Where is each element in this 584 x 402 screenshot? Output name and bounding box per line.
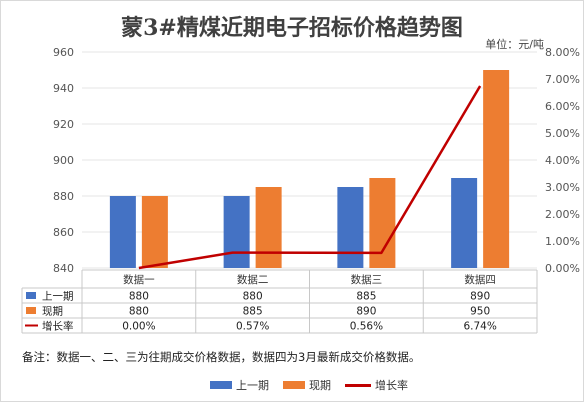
bar-prev [223,196,250,268]
table-cell: 880 [243,291,263,303]
table-category-header: 数据四 [464,273,496,286]
legend-swatch-curr [283,381,305,389]
table-cell: 880 [129,291,149,303]
legend-label-curr: 现期 [309,379,331,392]
right-axis-tick-label: 4.00% [545,154,580,167]
table-category-header: 数据二 [237,273,269,286]
right-axis-tick-label: 6.00% [545,100,580,113]
table-row-swatch [26,292,36,299]
bar-curr [255,187,282,268]
right-axis-tick-label: 2.00% [545,208,580,221]
right-axis-tick-label: 8.00% [545,46,580,59]
left-axis-tick-label: 960 [53,46,74,59]
bar-curr [141,196,168,268]
unit-label: 单位：元/吨 [485,38,544,51]
right-axis-tick-label: 1.00% [545,235,580,248]
table-row-label: 上一期 [42,291,74,303]
table-cell: 890 [470,291,490,303]
bar-prev [337,187,364,268]
table-cell: 885 [243,306,263,318]
table-cell: 6.74% [463,321,496,333]
left-axis-tick-label: 940 [53,82,74,95]
left-axis-tick-label: 840 [53,262,74,275]
table-cell: 890 [356,306,376,318]
legend-item-growth: 增长率 [345,377,408,393]
left-axis-tick-label: 880 [53,190,74,203]
legend-label-prev: 上一期 [236,379,269,392]
note-text: 备注：数据一、二、三为往期成交价格数据，数据四为3月最新成交价格数据。 [22,350,421,364]
table-cell: 950 [470,306,490,318]
bar-prev [109,196,136,268]
table-category-header: 数据三 [351,273,383,286]
table-category-header: 数据一 [123,273,155,286]
table-row-label: 现期 [42,306,63,318]
right-axis-tick-label: 5.00% [545,127,580,140]
bar-prev [451,178,478,268]
table-cell: 0.57% [236,321,269,333]
right-axis-tick-label: 3.00% [545,181,580,194]
legend-swatch-prev [210,381,232,389]
chart-title: 蒙3#精煤近期电子招标价格趋势图 [121,15,463,41]
growth-line [138,85,482,270]
bar-curr [483,70,510,268]
table-cell: 0.56% [350,321,383,333]
table-row-swatch [26,307,36,314]
bar-curr [369,178,396,268]
left-axis-tick-label: 900 [53,154,74,167]
chart-legend: 上一期 现期 增长率 [210,377,416,393]
left-axis-tick-label: 920 [53,118,74,131]
legend-label-growth: 增长率 [375,379,408,392]
legend-swatch-growth [345,383,371,387]
table-cell: 885 [356,291,376,303]
legend-item-prev: 上一期 [210,377,269,393]
right-axis-tick-label: 7.00% [545,73,580,86]
table-cell: 0.00% [122,321,155,333]
table-cell: 880 [129,306,149,318]
right-axis-tick-label: 0.00% [545,262,580,275]
table-row-label: 增长率 [42,320,74,333]
legend-item-curr: 现期 [283,377,331,393]
left-axis-tick-label: 860 [53,226,74,239]
